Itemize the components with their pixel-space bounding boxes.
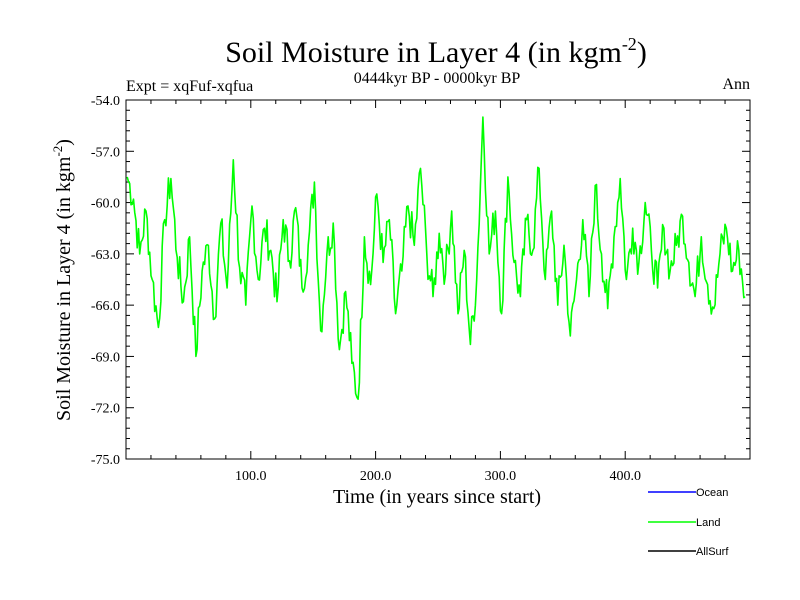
- x-axis-label: Time (in years since start): [333, 486, 541, 508]
- legend: Ocean Land AllSurf: [648, 487, 729, 558]
- legend-label-ocean: Ocean: [696, 487, 728, 499]
- y-tick-label: -54.0: [91, 94, 120, 109]
- chart-title-superscript: -2: [622, 34, 637, 54]
- y-tick-label: -69.0: [91, 350, 120, 365]
- experiment-label: Expt = xqFuf-xqfua: [126, 78, 253, 95]
- season-label: Ann: [722, 76, 750, 93]
- x-tick-label: 300.0: [485, 469, 517, 484]
- legend-label-allsurf: AllSurf: [696, 546, 729, 558]
- y-tick-label: -63.0: [91, 248, 120, 263]
- series-line-land: [126, 116, 746, 401]
- y-tick-label: -57.0: [91, 145, 120, 160]
- x-tick-label: 200.0: [360, 469, 392, 484]
- y-axis-label-text: Soil Moisture in Layer 4 (in kgm: [53, 156, 75, 421]
- x-tick-label: 400.0: [609, 469, 641, 484]
- chart-title-text: Soil Moisture in Layer 4 (in kgm: [225, 36, 622, 69]
- x-tick-label: 100.0: [235, 469, 267, 484]
- y-axis-label-superscript: -2: [50, 146, 65, 157]
- chart-title-close: ): [637, 36, 647, 69]
- y-tick-label: -75.0: [91, 453, 120, 468]
- axis-tick-labels: -54.0 -57.0 -60.0 -63.0 -66.0 -69.0 -72.0 -75.0…: [91, 94, 641, 484]
- y-tick-label: -60.0: [91, 197, 120, 212]
- y-axis-label: Soil Moisture in Layer 4 (in kgm-2): [50, 139, 75, 421]
- y-axis-label-close: ): [53, 139, 75, 146]
- y-tick-label: -72.0: [91, 402, 120, 417]
- y-tick-label: -66.0: [91, 299, 120, 314]
- chart-title: Soil Moisture in Layer 4 (in kgm-2): [225, 34, 647, 69]
- plot-frame: [125, 99, 751, 460]
- plot-series: [126, 116, 746, 401]
- legend-label-land: Land: [696, 517, 720, 529]
- axis-ticks: [126, 99, 750, 460]
- period-label: 0444kyr BP - 0000kyr BP: [354, 70, 521, 87]
